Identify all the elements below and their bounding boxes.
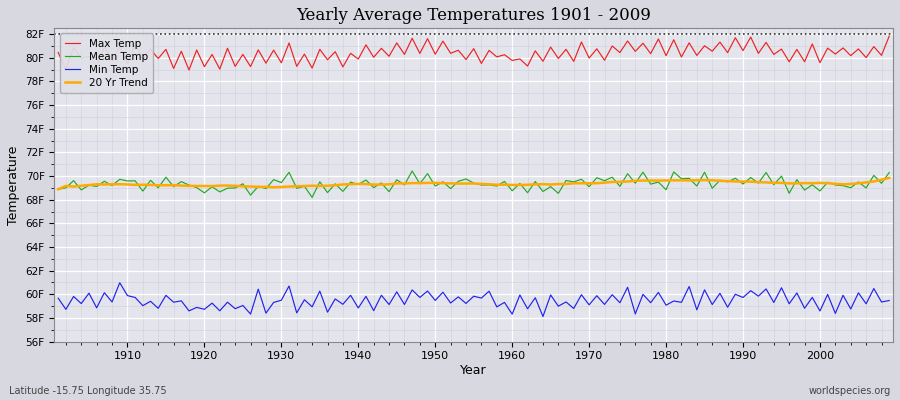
Mean Temp [114, 177, 125, 182]
Line: Min Temp: Min Temp [58, 283, 889, 316]
Mean Temp [615, 184, 626, 189]
Mean Temp [307, 195, 318, 200]
Line: Max Temp: Max Temp [58, 36, 889, 70]
Max Temp [114, 44, 125, 49]
Max Temp [507, 58, 517, 63]
Max Temp [338, 64, 348, 69]
Min Temp [292, 310, 302, 315]
20 Yr Trend [599, 180, 610, 185]
Mean Temp [53, 187, 64, 192]
20 Yr Trend [507, 182, 517, 187]
Text: worldspecies.org: worldspecies.org [809, 386, 891, 396]
Max Temp [607, 44, 617, 48]
Legend: Max Temp, Mean Temp, Min Temp, 20 Yr Trend: Max Temp, Mean Temp, Min Temp, 20 Yr Tre… [59, 34, 153, 93]
Title: Yearly Average Temperatures 1901 - 2009: Yearly Average Temperatures 1901 - 2009 [296, 7, 651, 24]
Mean Temp [522, 190, 533, 195]
Min Temp [537, 314, 548, 319]
20 Yr Trend [284, 184, 294, 189]
Min Temp [338, 302, 348, 307]
Min Temp [122, 293, 133, 298]
Min Temp [114, 280, 125, 285]
20 Yr Trend [884, 176, 895, 180]
20 Yr Trend [500, 182, 510, 187]
Max Temp [884, 34, 895, 38]
Max Temp [292, 64, 302, 69]
Mean Temp [284, 170, 294, 175]
Mean Temp [338, 189, 348, 194]
Mean Temp [515, 181, 526, 186]
Text: Latitude -15.75 Longitude 35.75: Latitude -15.75 Longitude 35.75 [9, 386, 166, 396]
Line: Mean Temp: Mean Temp [58, 171, 889, 198]
Mean Temp [884, 170, 895, 175]
Min Temp [884, 298, 895, 303]
Min Temp [615, 300, 626, 305]
20 Yr Trend [53, 187, 64, 192]
Mean Temp [407, 168, 418, 173]
Min Temp [515, 292, 526, 297]
Max Temp [184, 68, 194, 72]
Min Temp [507, 312, 517, 316]
Max Temp [515, 56, 526, 61]
20 Yr Trend [114, 182, 125, 187]
Max Temp [53, 50, 64, 55]
20 Yr Trend [329, 183, 340, 188]
X-axis label: Year: Year [461, 364, 487, 377]
Y-axis label: Temperature: Temperature [7, 145, 20, 225]
Min Temp [53, 296, 64, 301]
Line: 20 Yr Trend: 20 Yr Trend [58, 178, 889, 189]
